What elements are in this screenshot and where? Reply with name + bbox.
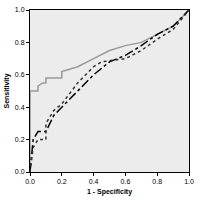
svg-text:0.8: 0.8: [15, 39, 25, 46]
svg-text:Sensitivity: Sensitivity: [3, 73, 11, 108]
svg-text:0.4: 0.4: [15, 104, 25, 111]
svg-text:0.0: 0.0: [25, 178, 35, 185]
svg-text:0.2: 0.2: [15, 136, 25, 143]
svg-text:0.2: 0.2: [57, 178, 67, 185]
svg-text:1.0: 1.0: [184, 178, 194, 185]
svg-text:1.0: 1.0: [15, 6, 25, 13]
svg-text:0.8: 0.8: [152, 178, 162, 185]
svg-text:0.0: 0.0: [15, 168, 25, 175]
svg-text:0.6: 0.6: [15, 71, 25, 78]
svg-text:1 - Specificity: 1 - Specificity: [87, 188, 132, 196]
svg-text:0.4: 0.4: [89, 178, 99, 185]
svg-text:0.6: 0.6: [121, 178, 131, 185]
